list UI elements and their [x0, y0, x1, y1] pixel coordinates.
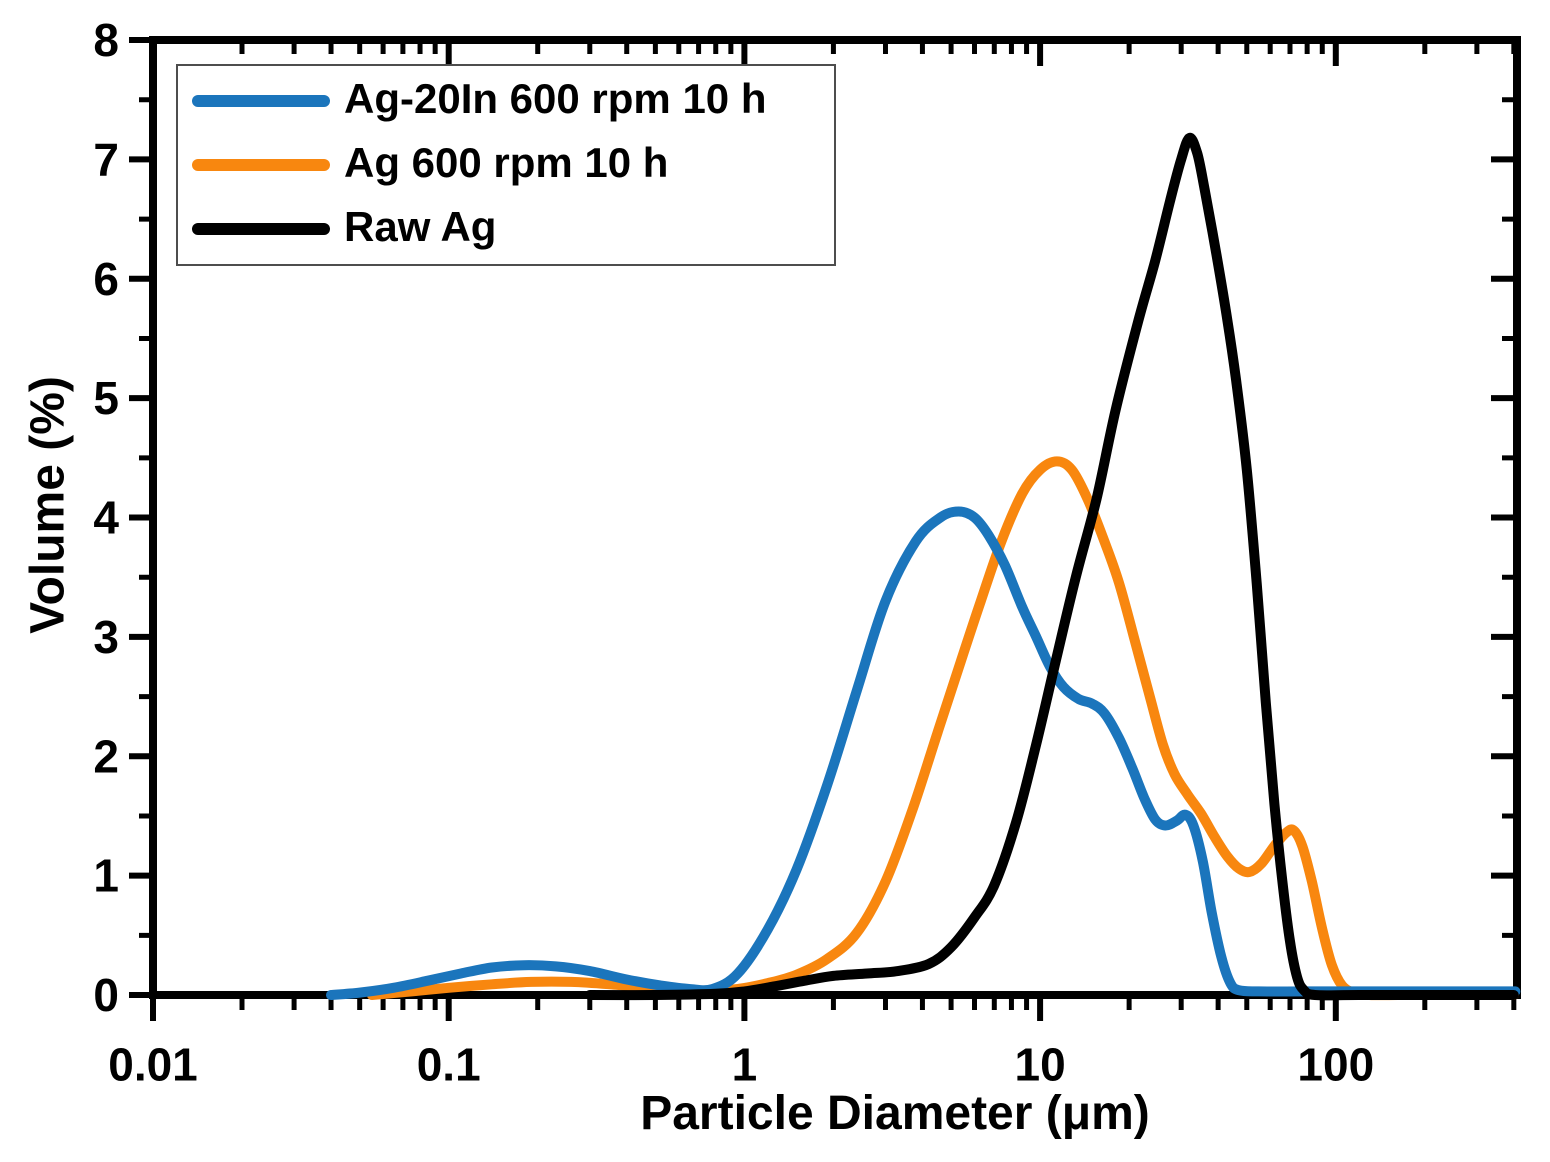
legend-entry-ag600: Ag 600 rpm 10 h — [178, 133, 834, 197]
curve-rawag — [584, 132, 1519, 1001]
legend-line-rawag-icon — [192, 223, 330, 235]
legend-label-ag600: Ag 600 rpm 10 h — [344, 139, 669, 186]
x-tick-label-0.1: 0.1 — [417, 1039, 481, 1091]
x-tick-label-10: 10 — [1015, 1039, 1066, 1091]
y-tick-label-0: 0 — [93, 969, 119, 1021]
y-axis-title: Volume (%) — [21, 376, 75, 634]
y-tick-label-8: 8 — [93, 14, 119, 66]
legend-line-ag600-icon — [192, 159, 330, 171]
plot-border — [149, 36, 1521, 999]
y-tick-label-5: 5 — [93, 372, 119, 424]
y-tick-label-4: 4 — [93, 492, 119, 544]
y-tick-label-3: 3 — [93, 611, 119, 663]
x-tick-label-0.01: 0.01 — [108, 1039, 198, 1091]
legend-entry-ag20in: Ag-20In 600 rpm 10 h — [178, 69, 834, 133]
x-axis-title: Particle Diameter (μm) — [640, 1087, 1150, 1140]
legend: Ag-20In 600 rpm 10 h Ag 600 rpm 10 h Raw… — [176, 64, 836, 266]
y-tick-label-6: 6 — [93, 253, 119, 305]
x-tick-label-1: 1 — [732, 1039, 758, 1091]
y-tick-label-2: 2 — [93, 730, 119, 782]
x-tick-label-100: 100 — [1297, 1039, 1374, 1091]
legend-line-ag20in-icon — [192, 95, 330, 107]
curve-ag20in — [326, 506, 1521, 1000]
curve-ag600 — [366, 456, 1519, 1001]
legend-entry-rawag: Raw Ag — [178, 197, 834, 261]
tick-labels: 0.01 0.1 1 10 100 0 1 2 3 4 5 6 7 8 — [93, 14, 1374, 1091]
y-tick-label-7: 7 — [93, 133, 119, 185]
legend-label-ag20in: Ag-20In 600 rpm 10 h — [344, 75, 767, 122]
y-tick-label-1: 1 — [93, 850, 119, 902]
legend-label-rawag: Raw Ag — [344, 203, 497, 250]
